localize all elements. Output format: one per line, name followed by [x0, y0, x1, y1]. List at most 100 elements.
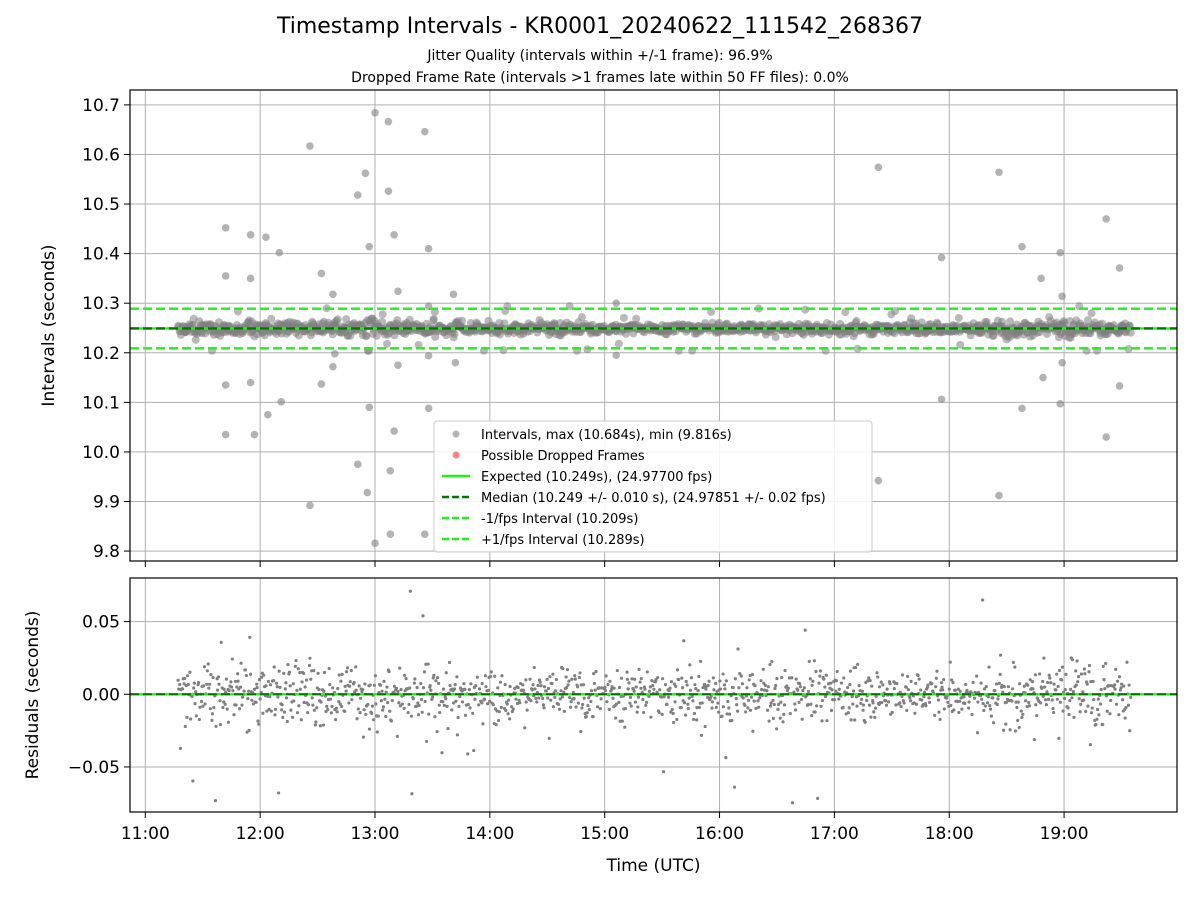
interval-outlier-point	[329, 362, 337, 371]
residual-point	[937, 710, 941, 714]
residual-point	[1070, 658, 1075, 662]
residual-point	[381, 708, 385, 712]
residual-point	[256, 719, 260, 723]
residual-point	[630, 677, 634, 681]
interval-point	[328, 330, 337, 339]
residual-point	[607, 707, 611, 712]
residual-point	[906, 687, 910, 692]
residual-point	[684, 679, 688, 684]
residual-point	[541, 696, 545, 701]
interval-outlier-point	[306, 142, 314, 150]
residual-point	[194, 690, 198, 694]
residual-point	[229, 680, 233, 684]
interval-outlier-point	[995, 168, 1003, 177]
residual-point	[1049, 681, 1053, 685]
residual-point	[934, 676, 938, 680]
residual-point	[238, 685, 243, 689]
residual-point	[908, 699, 913, 703]
residual-point	[308, 656, 312, 660]
residual-point	[259, 675, 264, 679]
residual-point	[545, 677, 549, 681]
residual-point	[738, 672, 742, 676]
residual-point	[370, 711, 374, 715]
residual-point	[431, 676, 435, 680]
residual-point	[934, 685, 938, 689]
legend-entry: +1/fps Interval (10.289s)	[481, 533, 645, 548]
residual-point	[456, 715, 460, 720]
residual-point	[792, 690, 796, 694]
residual-point	[941, 688, 945, 692]
interval-outlier-point	[384, 117, 393, 126]
residual-point	[205, 669, 209, 673]
residual-point	[780, 675, 784, 680]
interval-outlier-point	[221, 430, 230, 439]
y-tick-label: 10.5	[82, 195, 120, 215]
interval-point	[333, 315, 342, 324]
residual-point	[765, 689, 769, 693]
residual-point	[592, 672, 596, 676]
residual-point	[201, 704, 205, 708]
residual-point	[208, 707, 212, 711]
residual-point	[672, 682, 677, 686]
interval-point	[188, 320, 197, 329]
interval-outlier-point	[363, 488, 372, 497]
residual-point	[627, 681, 631, 685]
residual-point	[525, 708, 529, 712]
residual-point	[672, 720, 676, 725]
residual-point	[946, 700, 950, 704]
residual-point	[643, 687, 647, 691]
residual-point	[419, 681, 423, 686]
residual-point	[732, 785, 737, 789]
interval-outlier-point	[221, 272, 230, 280]
x-tick-label: 12:00	[236, 824, 285, 844]
residual-point	[438, 710, 442, 715]
residual-point	[774, 683, 778, 688]
residual-point	[617, 700, 621, 704]
residual-point	[183, 676, 187, 680]
residual-point	[636, 695, 641, 699]
residual-point	[832, 698, 837, 702]
residual-point	[1076, 680, 1080, 684]
legend-marker-dropped	[452, 451, 460, 459]
interval-outlier-point	[246, 274, 255, 283]
residual-point	[713, 696, 717, 700]
residual-point	[938, 717, 942, 722]
residual-point	[645, 670, 649, 674]
residual-point	[690, 694, 694, 698]
residual-point	[988, 704, 992, 708]
residual-point	[781, 720, 785, 724]
interval-outlier-point	[317, 380, 326, 388]
residual-point	[848, 669, 853, 673]
residual-point	[291, 682, 295, 686]
residual-point	[625, 670, 629, 674]
residual-point	[1114, 702, 1119, 706]
residual-point	[314, 720, 318, 724]
residual-point	[797, 700, 801, 704]
residual-point	[1084, 709, 1088, 714]
residual-point	[1041, 679, 1045, 684]
residual-point	[714, 705, 718, 709]
residual-point	[707, 679, 711, 683]
residual-point	[920, 698, 924, 702]
interval-point	[956, 340, 965, 349]
residual-point	[185, 674, 190, 678]
residual-point	[793, 708, 798, 712]
interval-outlier-point	[937, 253, 946, 262]
residual-point	[269, 709, 273, 713]
residual-point	[361, 688, 365, 692]
residual-point	[277, 669, 281, 673]
residual-point	[614, 702, 619, 706]
residual-point	[642, 710, 646, 715]
residual-point	[822, 677, 826, 681]
residual-point	[547, 736, 551, 740]
residual-point	[950, 678, 954, 682]
residual-point	[782, 703, 787, 707]
residual-point	[191, 779, 195, 783]
residual-point	[665, 702, 669, 706]
residual-point	[639, 686, 643, 690]
residual-point	[273, 707, 278, 711]
interval-outlier-point	[420, 530, 429, 539]
residual-point	[790, 676, 794, 680]
residual-point	[295, 688, 299, 692]
interval-outlier-point	[221, 224, 230, 232]
